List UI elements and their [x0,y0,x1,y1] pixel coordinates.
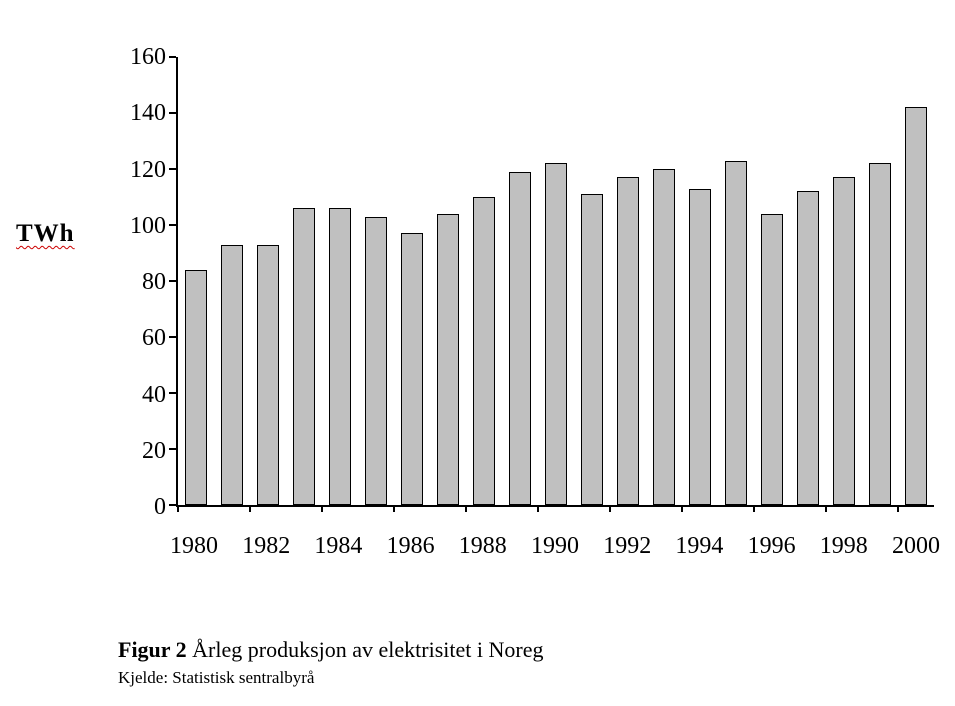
y-axis-labels: 0 20 40 60 80 100 120 140 160 [110,45,166,519]
x-axis-tick-label: 1994 [675,533,724,559]
y-axis-tick [169,224,176,226]
figure-title: Årleg produksjon av elektrisitet i Noreg [186,637,544,662]
bar-1990 [544,163,568,505]
bar-1994 [688,188,712,505]
x-axis-tick [825,507,827,512]
bar-slot [466,57,502,505]
x-axis-tick-label: 1990 [531,533,579,559]
y-axis-tick [169,504,176,506]
x-axis-tick-label: 2000 [891,533,940,559]
y-axis-tick-label: 120 [130,156,166,183]
y-axis-tick-label: 20 [142,437,166,464]
bar-2000 [904,107,928,505]
y-axis-tick-label: 60 [142,325,166,352]
bar-slot [826,57,862,505]
bar-1998 [832,177,856,505]
x-axis-tick-label: 1992 [603,533,652,559]
x-axis-tick-label: 1996 [747,533,796,559]
bar-slot [502,57,538,505]
bar-slot [538,57,574,505]
y-axis-tick-label: 80 [142,269,166,295]
x-axis-tick [392,507,395,512]
x-axis-tick [177,507,179,512]
x-axis-tick [897,507,899,512]
y-axis-tick [169,168,176,170]
bar-slot [646,57,682,505]
bar-1999 [868,163,892,505]
x-axis-tick [537,507,539,512]
plot-area [169,56,934,512]
y-axis-tick-label: 140 [130,100,166,127]
bar-1997 [796,191,820,505]
x-axis-tick-label: 1986 [386,533,435,559]
bar-1984 [328,208,352,505]
bar-slot [754,57,790,505]
bar-1995 [724,160,748,505]
figure-caption: Figur 2 Årleg produksjon av elektrisitet… [118,637,543,663]
y-axis-tick [169,280,176,282]
bar-1987 [436,213,460,505]
y-axis-tick-label: 160 [130,44,166,70]
y-axis-tick-label: 0 [154,494,166,520]
bar-1982 [256,244,280,505]
bar-slot [862,57,898,505]
bar-slot [682,57,718,505]
bar-1981 [220,244,244,505]
bar-slot [790,57,826,505]
x-axis-labels: 1980 1982 1984 1986 1988 1990 1992 1994 1996 1998… [170,533,940,566]
figure-number: Figur 2 [118,637,187,662]
x-axis-tick [465,507,467,512]
bar-slot [898,57,934,505]
bar-slot [250,57,286,505]
x-axis-tick-label: 1980 [170,533,219,559]
bar-slot [286,57,322,505]
y-axis-tick-label: 40 [142,381,166,408]
y-axis-tick-label: 100 [130,212,166,239]
x-axis-tick-label: 1982 [242,533,291,559]
bar-slot [610,57,646,505]
bar-1985 [364,216,388,505]
bar-slot [322,57,358,505]
bar-1991 [580,194,604,505]
y-axis-tick [169,336,176,338]
bar-1996 [760,213,784,505]
bar-1980 [184,269,208,505]
bar-slot [178,57,214,505]
y-axis-title: TWh [16,220,75,247]
y-axis-tick [169,448,176,450]
x-axis-tick [753,507,755,512]
bar-1989 [508,171,532,505]
source-note: Kjelde: Statistisk sentralbyrå [118,668,315,687]
bar-slot [718,57,754,505]
bar-slot [574,57,610,505]
y-axis-tick [169,112,176,114]
bar-1983 [292,208,316,505]
bar-1986 [400,233,424,505]
x-axis-tick [249,507,251,512]
bar-slot [358,57,394,505]
bar-1988 [472,197,496,505]
y-axis-tick [169,56,176,58]
y-axis-tick [169,392,176,394]
bar-slot [430,57,466,505]
x-axis-tick [608,507,611,512]
bar-1993 [652,169,676,505]
x-axis-tick-label: 1998 [819,533,868,559]
bar-slot [394,57,430,505]
bar-1992 [616,177,640,505]
x-axis-tick [680,507,683,512]
x-axis-tick [321,507,323,512]
bar-slot [214,57,250,505]
x-axis-tick-label: 1988 [458,533,507,559]
x-axis-tick-label: 1984 [314,533,363,559]
